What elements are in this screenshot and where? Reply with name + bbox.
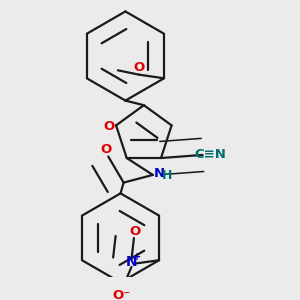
Text: C≡N: C≡N xyxy=(194,148,226,161)
Text: O⁻: O⁻ xyxy=(112,290,130,300)
Text: +: + xyxy=(133,252,141,262)
Text: N: N xyxy=(154,167,165,180)
Text: O: O xyxy=(100,143,111,156)
Text: N: N xyxy=(126,255,137,269)
Text: O: O xyxy=(104,120,115,134)
Text: H: H xyxy=(162,169,172,182)
Text: O: O xyxy=(129,225,140,238)
Text: O: O xyxy=(134,61,145,74)
